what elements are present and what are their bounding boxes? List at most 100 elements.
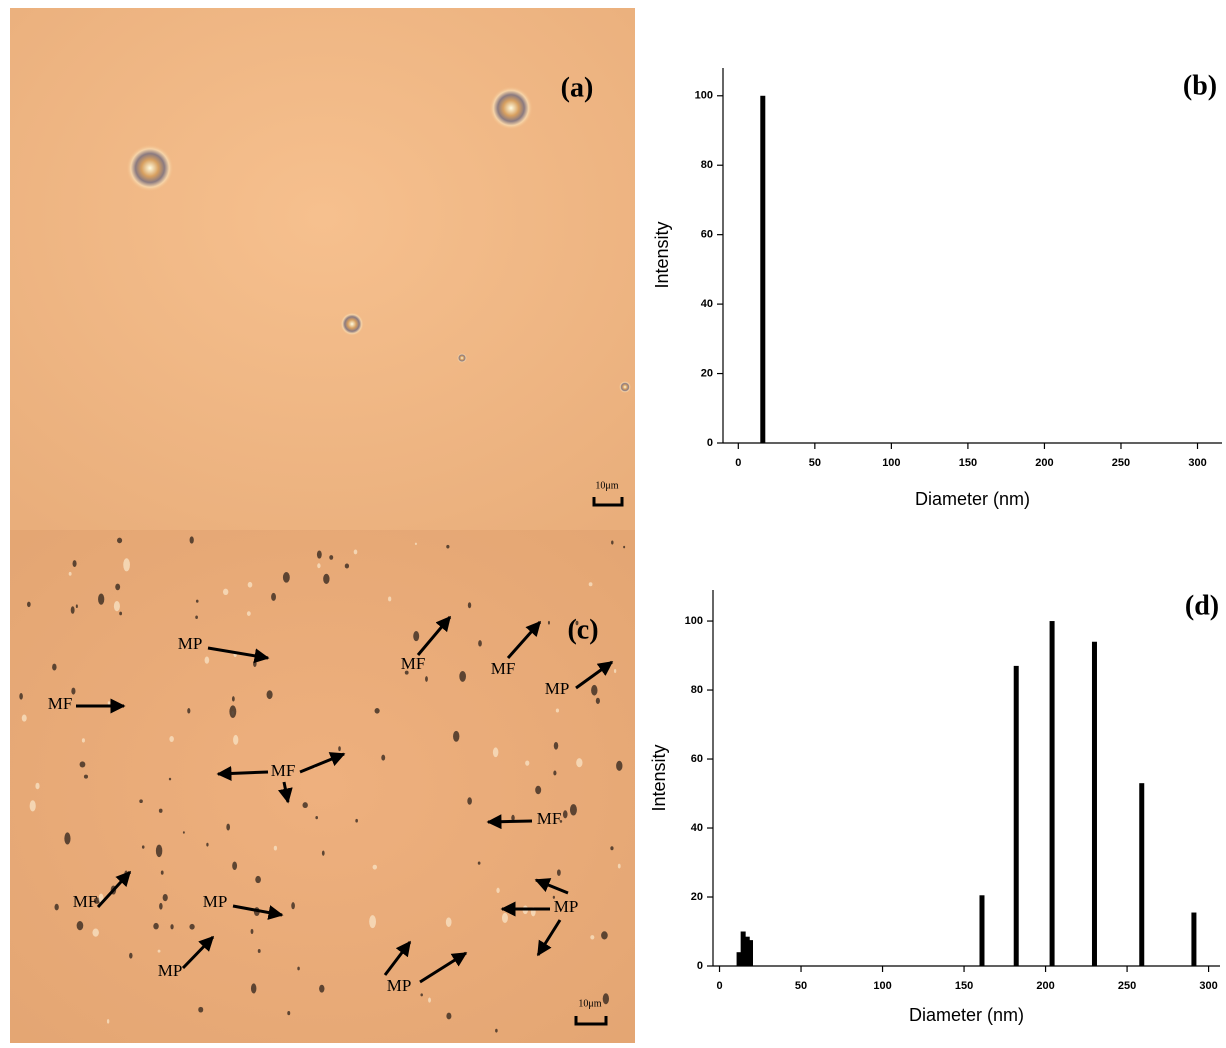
speck [231,696,235,702]
x-tick-label: 150 [955,980,973,992]
speck [323,573,330,584]
x-tick-label: 200 [1036,980,1054,992]
speck [271,592,276,601]
annotation: MF [401,654,426,673]
y-tick-label: 40 [691,822,703,834]
x-tick-label: 100 [882,457,900,469]
speck [413,631,420,642]
speck [250,928,254,934]
speck [81,738,85,743]
speck [590,935,595,940]
particle [489,86,533,130]
speck [189,923,195,930]
speck [556,869,561,876]
speck [381,754,386,761]
bar [1191,912,1197,966]
speck [610,846,614,851]
speck [525,760,530,766]
speck [76,920,84,931]
speck [195,615,198,619]
speck [229,705,237,718]
x-tick-label: 150 [959,457,977,469]
bar [760,95,766,444]
speck [302,802,308,809]
panel-label: (d) [1185,590,1219,621]
speck [467,602,472,609]
speck [559,819,563,823]
speck [123,558,130,572]
speck [182,831,185,834]
arrows [76,615,614,984]
speck [344,563,350,569]
arrow [181,935,215,970]
y-tick-label: 0 [697,960,703,972]
speck [414,542,417,546]
arrow [575,660,614,690]
micrograph-c [10,530,635,1043]
annotation: MF [491,659,516,678]
arrow [416,615,452,656]
speck [157,949,161,953]
speck [198,1006,204,1013]
scale-bar [592,497,624,507]
y-tick-label: 100 [695,90,713,102]
speck [250,983,257,994]
speck [315,815,318,820]
speck [232,861,238,871]
speck [319,984,325,993]
speck [453,730,460,742]
y-axis-label: Intensity [652,221,672,288]
speck [222,588,229,596]
speck [21,714,27,722]
speck [553,770,557,776]
speck [52,663,57,671]
speck [282,572,290,583]
speck [317,563,321,569]
speck [602,993,610,1005]
particle [126,144,174,192]
speck [68,571,72,576]
arrow [216,765,269,781]
speck [623,545,626,549]
speck [139,799,143,804]
speck [233,734,239,745]
annotation: MF [537,809,562,828]
y-tick-label: 0 [707,437,713,449]
arrow [96,870,132,909]
annotation: MP [158,961,183,980]
speck [297,966,300,971]
speck [117,537,123,544]
speck [113,601,120,612]
scale-bar [574,1016,608,1026]
speck [547,620,550,625]
bar [1049,621,1055,966]
speck [374,707,380,714]
annotation: MP [545,679,570,698]
arrow [277,781,293,804]
annotation: MF [271,761,296,780]
speck [535,785,542,795]
micrograph-a [10,8,635,530]
speck [428,997,431,1003]
speck [553,741,559,750]
speck [287,1010,291,1016]
speck [369,915,377,929]
speck [355,818,358,823]
speck [129,952,133,959]
arrow [419,951,468,984]
speck [492,747,499,758]
y-tick-label: 20 [701,367,713,379]
arrow [486,814,533,830]
speck [388,596,392,602]
particles [19,536,626,1033]
speck [246,611,251,616]
speck [247,581,253,588]
speck [446,544,450,549]
speck [83,774,89,779]
x-tick-label: 50 [795,980,807,992]
speck [160,870,164,875]
speck [92,928,99,937]
bar [1013,665,1019,966]
